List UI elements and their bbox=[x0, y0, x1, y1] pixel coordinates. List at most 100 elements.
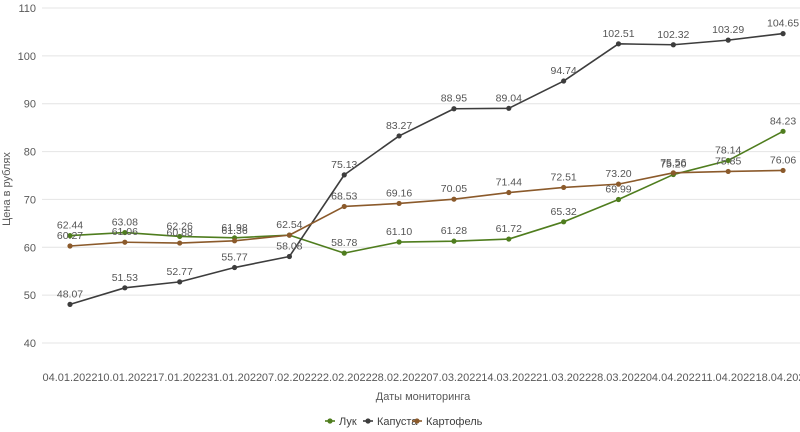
data-point bbox=[451, 238, 457, 244]
data-label: 89.04 bbox=[496, 92, 522, 104]
y-tick-label: 100 bbox=[18, 51, 36, 63]
data-label: 69.99 bbox=[605, 183, 631, 195]
data-point bbox=[177, 233, 183, 240]
legend-dot-marker bbox=[327, 418, 333, 424]
legend-item: Лук bbox=[325, 416, 357, 428]
data-label: 62.54 bbox=[276, 219, 302, 231]
series-2 bbox=[67, 31, 786, 307]
data-label: 102.32 bbox=[657, 29, 689, 41]
data-point bbox=[780, 128, 786, 134]
data-label: 73.20 bbox=[605, 168, 631, 180]
x-tick-label: 07.02.2022 bbox=[262, 372, 317, 384]
data-point bbox=[122, 229, 128, 236]
legend-label: Капуста bbox=[377, 416, 418, 428]
data-label: 55.77 bbox=[221, 252, 247, 264]
data-label: 84.23 bbox=[770, 115, 796, 127]
legend-dot-marker bbox=[414, 418, 420, 424]
data-label: 75.85 bbox=[715, 155, 741, 167]
data-point bbox=[67, 243, 73, 249]
data-point bbox=[670, 42, 676, 48]
data-label: 71.44 bbox=[496, 177, 522, 189]
data-point bbox=[670, 170, 676, 176]
data-point bbox=[780, 167, 786, 174]
data-label: 78.14 bbox=[715, 144, 741, 156]
data-label: 72.51 bbox=[551, 171, 577, 183]
legend: Лук Капуста Картофель bbox=[325, 416, 483, 428]
y-tick-label: 90 bbox=[24, 99, 36, 111]
data-point bbox=[451, 106, 457, 112]
y-axis-title: Цена в рублях bbox=[1, 152, 13, 226]
legend-item: Картофель bbox=[412, 416, 483, 428]
x-tick-label: 21.03.2022 bbox=[536, 372, 591, 384]
data-label: 103.29 bbox=[712, 24, 744, 36]
data-label: 61.06 bbox=[112, 226, 138, 238]
data-point bbox=[725, 37, 731, 43]
data-label: 61.72 bbox=[496, 223, 522, 235]
y-tick-label: 50 bbox=[24, 290, 36, 302]
x-tick-label: 28.03.2022 bbox=[591, 372, 646, 384]
data-point bbox=[231, 264, 238, 271]
data-label: 52.77 bbox=[167, 266, 193, 278]
y-axis-ticks: 40 50 60 70 80 90 100 110 bbox=[18, 3, 36, 350]
x-tick-label: 31.01.2022 bbox=[207, 372, 262, 384]
data-point bbox=[615, 196, 622, 203]
x-tick-label: 14.03.2022 bbox=[481, 372, 536, 384]
data-label: 75.13 bbox=[331, 159, 357, 171]
data-label: 51.53 bbox=[112, 272, 138, 284]
data-point bbox=[67, 233, 73, 239]
data-label: 58.78 bbox=[331, 237, 357, 249]
data-point bbox=[615, 41, 622, 47]
y-tick-label: 110 bbox=[18, 3, 36, 15]
data-point bbox=[506, 189, 512, 196]
data-label: 75.56 bbox=[660, 157, 686, 169]
legend-dot-marker bbox=[365, 418, 371, 424]
data-label: 69.16 bbox=[386, 187, 412, 199]
x-tick-label: 10.01.2022 bbox=[97, 372, 152, 384]
data-point bbox=[396, 239, 402, 245]
data-label: 61.98 bbox=[221, 222, 247, 234]
data-point bbox=[396, 133, 402, 139]
data-point bbox=[561, 184, 567, 191]
y-tick-label: 40 bbox=[24, 338, 36, 350]
data-label: 83.27 bbox=[386, 120, 412, 132]
data-label: 48.07 bbox=[57, 288, 83, 300]
data-point bbox=[286, 232, 292, 238]
data-point bbox=[725, 157, 731, 164]
x-tick-label: 22.02.2022 bbox=[317, 372, 372, 384]
data-label: 65.32 bbox=[551, 206, 577, 218]
x-tick-label: 07.03.2022 bbox=[426, 372, 481, 384]
data-point bbox=[286, 253, 292, 260]
data-point bbox=[177, 279, 183, 285]
data-point bbox=[451, 196, 457, 202]
data-label: 102.51 bbox=[602, 28, 634, 40]
data-labels: 62.44 63.08 62.26 61.98 62.54 58.78 61.10 61.28… bbox=[57, 18, 799, 301]
data-point bbox=[615, 181, 622, 187]
data-label: 61.28 bbox=[441, 225, 467, 237]
data-point bbox=[506, 105, 512, 111]
legend-label: Лук bbox=[339, 416, 357, 428]
data-point bbox=[341, 203, 347, 210]
data-label: 62.26 bbox=[167, 220, 193, 232]
data-point bbox=[396, 200, 402, 207]
data-point bbox=[725, 168, 731, 175]
data-point bbox=[122, 239, 128, 245]
data-label: 61.10 bbox=[386, 226, 412, 238]
series-line bbox=[69, 32, 784, 306]
x-axis-title: Даты мониторинга bbox=[376, 391, 471, 403]
data-label: 58.08 bbox=[276, 240, 302, 252]
data-point bbox=[341, 172, 347, 178]
y-tick-label: 70 bbox=[24, 194, 36, 206]
data-label: 60.88 bbox=[167, 227, 193, 239]
data-label: 88.95 bbox=[441, 93, 467, 105]
series-3 bbox=[67, 167, 786, 249]
y-tick-label: 80 bbox=[24, 147, 36, 159]
data-label: 61.36 bbox=[221, 225, 247, 237]
x-tick-label: 28.02.2022 bbox=[372, 372, 427, 384]
data-label: 62.44 bbox=[57, 220, 83, 232]
data-point bbox=[561, 78, 567, 84]
legend-item: Капуста bbox=[363, 416, 418, 428]
data-point bbox=[177, 240, 183, 246]
data-label: 75.20 bbox=[660, 159, 686, 171]
series-lines bbox=[67, 31, 786, 307]
